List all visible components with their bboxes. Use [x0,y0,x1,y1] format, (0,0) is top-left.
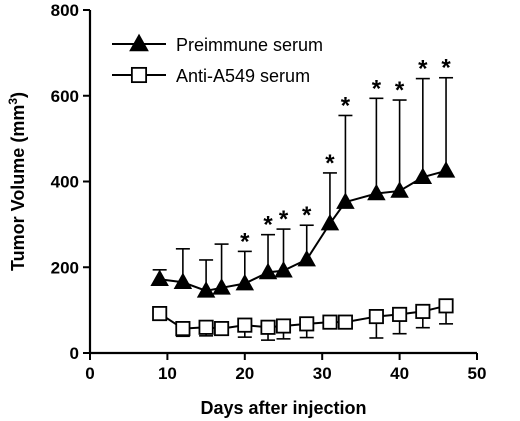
series-0-significance-12: * [418,56,428,83]
x-tick-label-3: 30 [313,364,332,383]
series-0-point-4 [235,273,255,291]
x-tick-label-1: 10 [158,364,177,383]
y-axis-title-superscript: 3 [6,98,20,105]
series-0-point-1 [173,272,193,290]
legend: Preimmune serum Anti-A549 serum [112,33,323,86]
series-1-point-2 [198,319,214,335]
y-tick-label-0: 0 [70,344,79,363]
series-0-significance-10: * [372,75,382,102]
y-axis-title: Tumor Volume (mm3) [6,92,28,271]
series-1-point-10 [368,309,384,325]
x-tick-label-0: 0 [85,364,94,383]
series-1-point-11 [392,306,408,322]
x-tick-label-5: 50 [468,364,487,383]
series-0-significance-9: * [341,92,351,119]
series-0-point-7 [297,249,316,267]
legend-label-preimmune: Preimmune serum [176,35,323,55]
series-0-significance-7: * [302,202,312,229]
y-tick-label-1: 200 [51,258,79,277]
series-0-significance-4: * [240,228,250,255]
axes: Days after injection Tumor Volume (mm3) … [6,1,486,418]
series-1-point-4 [237,317,253,333]
series-0: ** * **** ** * [150,55,456,298]
series-0-point-5 [258,262,278,280]
series-1-point-5 [260,319,276,335]
legend-marker-1 [130,66,148,84]
series-0-significance-13: * [441,55,451,82]
series-1-point-13 [438,298,454,314]
series-1-point-3 [214,321,230,337]
legend-marker-0 [129,33,149,52]
series-1-point-8 [322,314,338,330]
x-tick-label-2: 20 [235,364,254,383]
series-0-significance-11: * [395,77,405,104]
x-tick-label-4: 40 [390,364,409,383]
series-0-significance-5: * [263,212,273,239]
series-0-point-0 [150,269,169,287]
y-axis-title-tail: ) [8,92,28,98]
series-1 [152,298,454,341]
y-axis-title-main: Tumor Volume (mm [8,105,28,271]
series-0-significance-8: * [325,150,335,177]
series-1-point-0 [152,306,168,322]
y-tick-label-4: 800 [51,1,79,20]
series-0-point-10 [367,183,386,201]
series-0-point-3 [212,278,231,295]
series-0-significance-6: * [279,206,289,233]
series-0-point-8 [320,213,340,231]
series-0-point-12 [413,167,433,185]
series-1-point-6 [275,318,292,334]
series-0-point-13 [436,161,456,178]
y-tick-label-2: 400 [51,173,79,192]
series-0-point-9 [336,192,355,209]
series-1-point-7 [299,316,315,332]
series-0-point-6 [274,260,293,278]
legend-label-anti-a549: Anti-A549 serum [176,66,310,86]
series-1-point-1 [175,321,191,337]
x-axis-title: Days after injection [200,398,366,418]
series-1-point-12 [415,303,431,319]
series-0-point-2 [196,281,216,298]
series-0-point-11 [390,181,409,198]
plot-area: ** * **** ** * [150,55,456,341]
y-tick-label-3: 600 [51,87,79,106]
series-1-point-9 [337,314,353,330]
